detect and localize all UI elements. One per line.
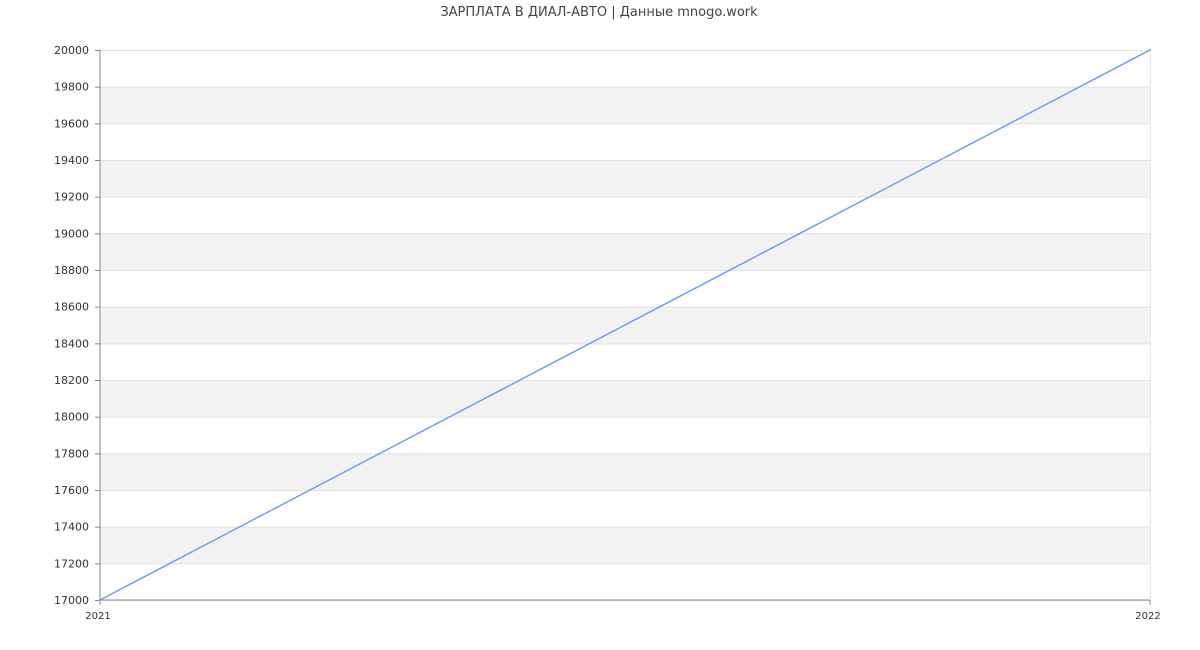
y-tick-label: 19800 [54,81,89,94]
x-tick-label: 2022 [1135,611,1160,622]
y-tick-label: 17000 [54,594,89,607]
y-tick-label: 20000 [54,44,89,57]
series-layer [99,49,1151,601]
salary-series-line [99,49,1151,601]
grid-band [100,526,1150,564]
x-tick-label: 2021 [85,611,110,622]
x-axis-ticks: 2021 2022 [85,600,1161,622]
grid-band [100,380,1150,417]
y-tick-label: 19000 [54,227,89,240]
grid-band [100,233,1150,270]
y-tick-label: 19400 [54,154,89,167]
y-axis-ticks: 17000 17200 17400 17600 17800 18000 18200 18400… [54,44,100,607]
data-point [1149,49,1151,51]
y-tick-label: 17400 [54,521,89,534]
y-tick-label: 17600 [54,484,89,497]
y-tick-label: 18800 [54,264,89,277]
chart-title: ЗАРПЛАТА В ДИАЛ-АВТО | Данные mnogo.work [440,5,758,20]
grid-band [100,453,1150,490]
grid-band [100,86,1150,124]
grid-band [100,160,1150,197]
y-tick-label: 18600 [54,301,89,314]
y-tick-label: 19600 [54,117,89,130]
y-tick-label: 17800 [54,447,89,460]
grid-bands [100,86,1150,564]
y-tick-label: 17200 [54,557,89,570]
data-point [99,599,101,601]
y-tick-label: 18200 [54,374,89,387]
y-tick-label: 19200 [54,191,89,204]
y-tick-label: 18000 [54,411,89,424]
y-tick-label: 18400 [54,337,89,350]
